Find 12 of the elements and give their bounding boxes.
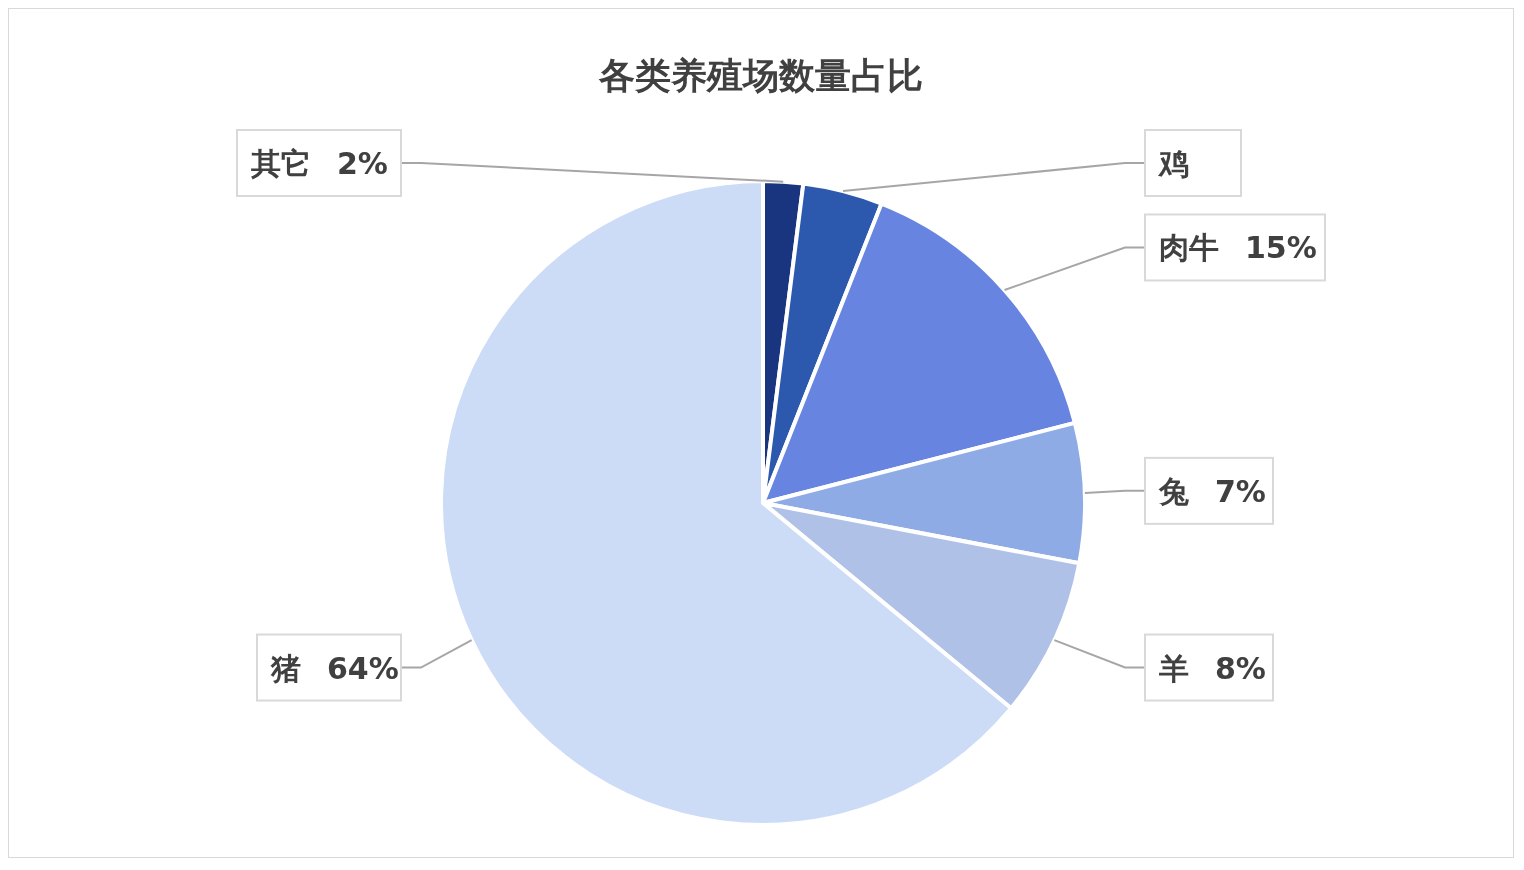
slice-label: 肉牛 xyxy=(1159,230,1219,266)
data-label: 15% xyxy=(1245,230,1317,266)
data-label: 7% xyxy=(1215,473,1266,509)
slice-label: 猪 xyxy=(271,650,301,686)
data-label: 8% xyxy=(1215,650,1266,686)
slice-label: 羊 xyxy=(1159,650,1189,686)
slice-label: 其它 xyxy=(251,146,311,181)
slice-label: 兔 xyxy=(1159,473,1189,509)
data-label: 64% xyxy=(327,650,399,686)
slice-label: 鸡 xyxy=(1157,146,1189,181)
data-label: 2% xyxy=(337,146,388,181)
chart-title: 各类养殖场数量占比 xyxy=(598,55,923,96)
